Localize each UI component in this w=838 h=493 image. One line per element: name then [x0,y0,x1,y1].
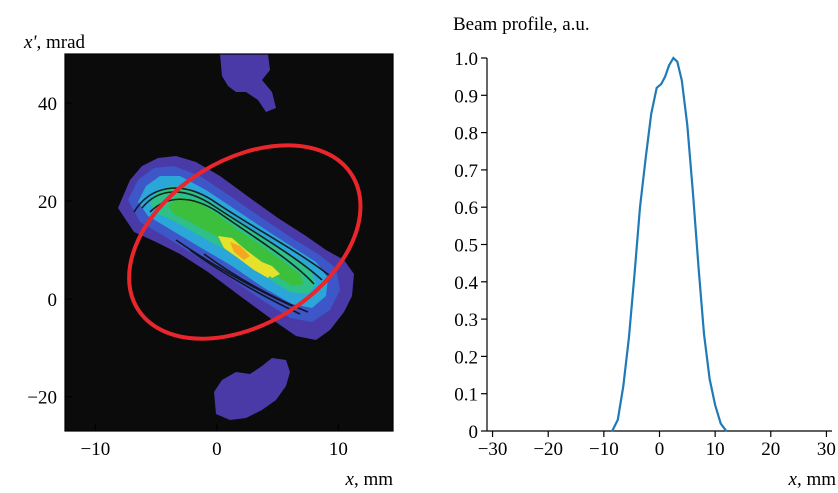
profile-x-axis-unit: , mm [797,469,836,490]
profile-y-tick-label: 0.7 [454,161,478,182]
y-tick-label: −20 [27,388,57,409]
profile-point [680,79,683,82]
contour-line-4 [189,249,301,315]
y-axis-title: x', mrad [23,32,86,53]
profile-x-axis-ticks: −30 −20 −10 0 10 20 30 [478,431,836,460]
profile-y-tick-label: 0.5 [454,236,478,257]
profile-y-tick-label: 0 [469,422,479,443]
beam-profile-plot: Beam profile, a.u. −30 −20 −10 0 10 20 30 0 0.1… [453,14,836,490]
profile-x-tick-label: −10 [589,439,619,460]
profile-x-tick-label: 0 [655,439,665,460]
profile-point [639,206,641,208]
contour-lines [133,187,331,315]
profile-point [660,83,662,85]
profile-x-axis-variable: x [788,469,798,490]
x-tick-label: 10 [329,439,348,460]
x-axis-title: x, mm [345,469,394,490]
profile-point [714,404,716,406]
profile-point [633,273,636,276]
profile-y-tick-label: 1.0 [454,49,478,70]
profile-point [650,113,652,115]
y-axis-unit: , mrad [37,32,86,53]
y-tick-label: 0 [48,290,58,311]
profile-x-tick-label: −30 [478,439,508,460]
profile-point [692,191,694,194]
profile-y-tick-label: 0.3 [454,310,478,331]
profile-point [668,64,670,67]
profile-x-tick-label: −20 [533,439,563,460]
beam-density [118,54,354,420]
contour-7 [262,262,280,278]
profile-point [676,60,679,63]
plot-frame [64,53,394,432]
x-axis-ticks: −10 0 10 [81,424,348,460]
contour-line-1 [133,187,331,277]
profile-point [655,87,658,89]
profile-y-tick-label: 0.8 [454,124,478,145]
halo-bottom [214,358,290,420]
profile-y-tick-label: 0.4 [454,273,478,294]
contour-line-3 [149,198,315,285]
y-tick-label: 20 [38,192,57,213]
profile-y-tick-label: 0.6 [454,198,478,219]
profile-y-tick-label: 0.9 [454,86,478,107]
x-axis-variable: x [345,469,355,490]
profile-y-tick-label: 0.2 [454,347,478,368]
profile-y-axis-ticks: 0 0.1 0.2 0.3 0.4 0.5 0.6 0.7 0.8 0.9 1.0 [454,49,487,443]
profile-point [611,430,614,432]
emittance-ellipse [127,143,363,341]
profile-y-tick-label: 0.1 [454,385,478,406]
profile-x-axis-title: x, mm [788,469,837,490]
profile-point [703,333,705,335]
profile-series-line [611,56,728,432]
profile-point [644,157,647,160]
profile-points [611,57,728,432]
profile-x-tick-label: 20 [761,439,780,460]
y-axis-variable: x' [23,32,37,53]
profile-point [719,422,722,425]
profile-point [686,124,689,126]
profile-point [664,75,666,78]
x-axis-unit: , mm [354,469,393,490]
profile-x-tick-label: 30 [817,439,836,460]
profile-point [725,430,728,432]
profile-point [622,385,625,388]
profile-title: Beam profile, a.u. [453,14,590,35]
profile-point [672,57,675,59]
contour-line-2 [141,191,323,281]
profile-point [616,419,619,421]
profile-point [628,336,630,339]
contour-6 [230,242,250,260]
profile-x-tick-label: 10 [706,439,725,460]
x-tick-label: −10 [81,439,111,460]
y-tick-label: 40 [38,94,57,115]
halo-top [220,54,276,112]
y-axis-ticks: −20 0 20 40 [27,94,72,409]
profile-point [697,266,700,268]
phase-space-plot: −10 0 10 −20 0 20 40 x', mrad x, mm [23,32,394,490]
x-tick-label: 0 [212,439,222,460]
profile-point [708,377,711,380]
